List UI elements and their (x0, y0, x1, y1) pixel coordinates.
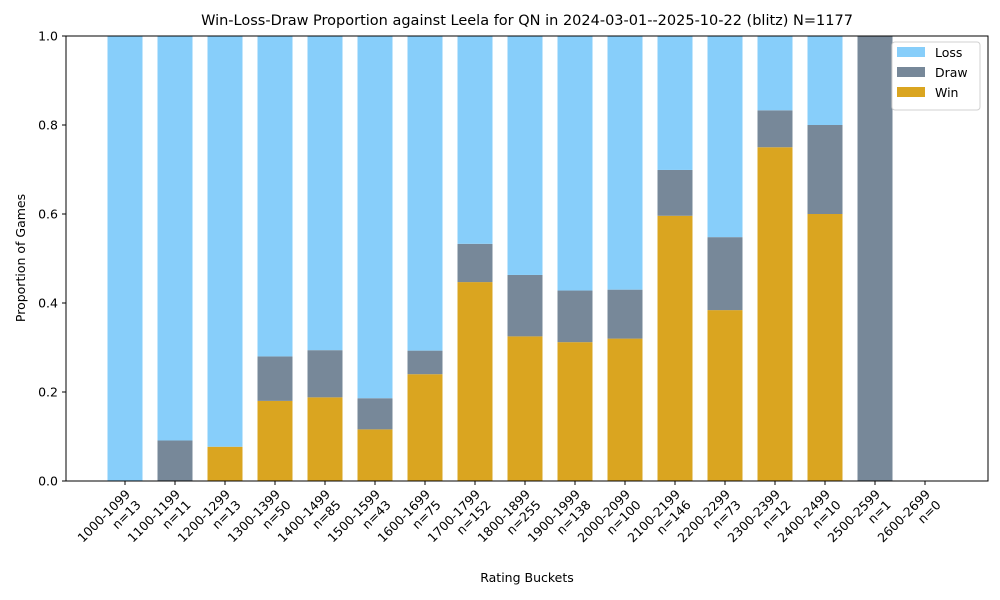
bar-draw-2300-2399 (757, 110, 793, 148)
y-axis-label: Proportion of Games (13, 194, 28, 322)
bar-draw-2400-2499 (807, 125, 843, 214)
bar-draw-1700-1799 (457, 243, 493, 283)
bar-win-1300-1399 (257, 400, 293, 481)
bar-loss-1300-1399 (257, 36, 293, 357)
bar-win-1500-1599 (357, 429, 393, 481)
bar-win-1800-1899 (507, 336, 543, 481)
x-tick-label: 1900-1999n=138 (524, 486, 593, 555)
bar-draw-1100-1199 (157, 440, 193, 481)
bar-win-2200-2299 (707, 310, 743, 481)
bar-loss-1000-1099 (107, 36, 143, 481)
x-tick-label: 2300-2399n=12 (724, 486, 793, 555)
x-tick-label: 1500-1599n=43 (324, 486, 393, 555)
bar-draw-2100-2199 (657, 169, 693, 216)
x-tick-label: 1700-1799n=152 (424, 486, 493, 555)
x-tick-label: 1200-1299n=13 (174, 486, 243, 555)
bar-loss-1200-1299 (207, 36, 243, 447)
legend: Loss Draw Win (891, 41, 981, 111)
y-tick-label: 1.0 (38, 29, 58, 44)
y-tick-label: 0.4 (38, 296, 58, 311)
legend-label-draw: Draw (935, 65, 968, 80)
x-tick-label: 1100-1199n=11 (124, 486, 193, 555)
bar-win-2100-2199 (657, 215, 693, 481)
legend-label-win: Win (935, 85, 958, 100)
legend-swatch-win (897, 87, 925, 97)
bar-loss-1400-1499 (307, 36, 343, 351)
y-axis: 0.0 0.2 0.4 0.6 0.8 1.0 (38, 29, 66, 489)
bar-loss-1500-1599 (357, 36, 393, 399)
bar-win-1600-1699 (407, 374, 443, 481)
x-tick-label: 1400-1499n=85 (274, 486, 343, 555)
x-tick-label: 1000-1099n=13 (74, 486, 143, 555)
bar-draw-1500-1599 (357, 398, 393, 430)
legend-swatch-loss (897, 47, 925, 57)
x-tick-label: 2600-2699n=0 (874, 486, 943, 555)
y-tick-label: 0.2 (38, 385, 58, 400)
bar-draw-2500-2599 (857, 36, 893, 481)
bar-win-2300-2399 (757, 147, 793, 481)
legend-swatch-draw (897, 67, 925, 77)
bar-loss-1900-1999 (557, 36, 593, 291)
x-tick-label: 1800-1899n=255 (474, 486, 543, 555)
bar-loss-1600-1699 (407, 36, 443, 351)
bar-draw-1300-1399 (257, 356, 293, 401)
x-axis-label: Rating Buckets (480, 570, 574, 585)
bar-draw-2000-2099 (607, 289, 643, 339)
x-tick-label: 2400-2499n=10 (774, 486, 843, 555)
legend-label-loss: Loss (935, 45, 962, 60)
bar-loss-1700-1799 (457, 36, 493, 244)
x-axis: 1000-1099n=131100-1199n=111200-1299n=131… (74, 481, 944, 555)
x-tick-label: 2500-2599n=1 (824, 486, 893, 555)
bar-loss-2200-2299 (707, 36, 743, 238)
bar-win-1700-1799 (457, 282, 493, 481)
x-tick-label: 1600-1699n=75 (374, 486, 443, 555)
bar-draw-1900-1999 (557, 290, 593, 343)
x-tick-label: 2100-2199n=146 (624, 486, 693, 555)
x-tick-label: 1300-1399n=50 (224, 486, 293, 555)
bar-win-2000-2099 (607, 338, 643, 481)
bar-win-2400-2499 (807, 214, 843, 481)
x-tick-label: 2000-2099n=100 (574, 486, 643, 555)
bar-draw-1800-1899 (507, 274, 543, 337)
bar-loss-1800-1899 (507, 36, 543, 275)
bar-draw-1400-1499 (307, 350, 343, 398)
x-tick-label: 2200-2299n=73 (674, 486, 743, 555)
bar-win-1900-1999 (557, 342, 593, 481)
bar-draw-1600-1699 (407, 350, 443, 375)
y-tick-label: 0.6 (38, 207, 58, 222)
bar-loss-2000-2099 (607, 36, 643, 290)
chart-title: Win-Loss-Draw Proportion against Leela f… (201, 13, 853, 29)
plot-frame (65, 35, 989, 482)
bars-layer (107, 36, 893, 481)
bar-loss-1100-1199 (157, 36, 193, 441)
bar-loss-2300-2399 (757, 36, 793, 111)
bar-draw-2200-2299 (707, 237, 743, 311)
y-tick-label: 0.8 (38, 118, 58, 133)
bar-win-1200-1299 (207, 446, 243, 481)
y-tick-label: 0.0 (38, 474, 58, 489)
bar-loss-2400-2499 (807, 36, 843, 125)
bar-win-1400-1499 (307, 397, 343, 481)
bar-loss-2100-2199 (657, 36, 693, 170)
